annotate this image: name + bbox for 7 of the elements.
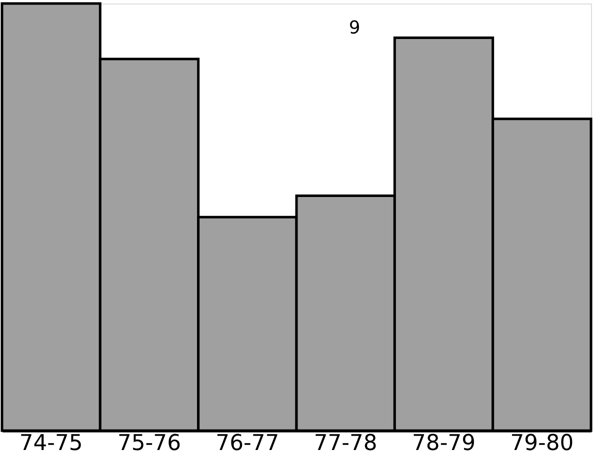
x-tick-label: 79-80: [510, 431, 574, 456]
x-tick-label: 76-77: [216, 431, 280, 456]
x-tick-label: 74-75: [19, 431, 83, 456]
x-tick-label: 77-78: [314, 431, 378, 456]
annotation: 9: [348, 17, 360, 38]
x-tick-label: 78-79: [412, 431, 476, 456]
x-tick-label: 75-76: [118, 431, 181, 456]
